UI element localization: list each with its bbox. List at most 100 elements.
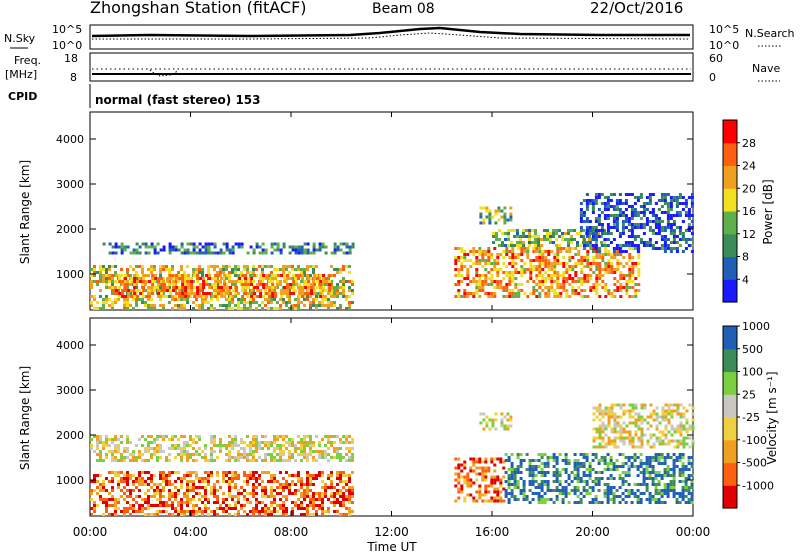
echo-cell [226, 286, 230, 289]
echo-cell [192, 242, 196, 246]
echo-cell [556, 283, 560, 286]
echo-cell [157, 280, 161, 283]
echo-cell [195, 477, 198, 480]
echo-cell [117, 450, 120, 453]
echo-cell [496, 268, 500, 271]
echo-cell [625, 424, 629, 428]
echo-cell [336, 292, 339, 295]
echo-cell [463, 460, 467, 464]
echo-cell [514, 277, 518, 280]
echo-cell [252, 301, 255, 304]
echo-cell [330, 283, 333, 286]
echo-cell [604, 442, 608, 446]
echo-cell [482, 412, 486, 416]
echo-cell [666, 226, 670, 229]
echo-cell [321, 289, 324, 292]
echo-cell [547, 289, 551, 292]
echo-cell [348, 441, 351, 444]
echo-cell [198, 480, 201, 483]
echo-cell [183, 447, 186, 450]
echo-cell [567, 474, 571, 477]
echo-cell [604, 424, 608, 428]
echo-cell [237, 492, 240, 495]
echo-cell [525, 235, 528, 238]
echo-cell [597, 232, 600, 235]
echo-cell [280, 289, 284, 292]
echo-cell [258, 510, 261, 513]
echo-cell [537, 492, 541, 495]
echo-cell [663, 468, 667, 471]
echo-cell [249, 274, 252, 277]
echo-cell [613, 415, 617, 419]
echo-cell [657, 223, 661, 226]
echo-cell [516, 229, 519, 232]
echo-cell [150, 504, 153, 507]
echo-cell [291, 438, 294, 441]
echo-cell [490, 481, 494, 485]
echo-cell [496, 475, 500, 479]
echo-cell [117, 507, 120, 510]
echo-cell [594, 483, 598, 486]
echo-cell [507, 474, 511, 477]
echo-cell [454, 274, 458, 277]
echo-cell [657, 232, 661, 235]
echo-cell [117, 289, 120, 292]
echo-cell [339, 292, 342, 295]
echo-cell [612, 214, 616, 217]
echo-cell [636, 196, 640, 199]
echo-cell [460, 250, 464, 253]
echo-cell [138, 450, 141, 453]
echo-cell [321, 480, 324, 483]
echo-cell [514, 283, 518, 286]
echo-cell [199, 283, 203, 286]
echo-cell [111, 504, 114, 507]
echo-cell [555, 495, 559, 498]
echo-cell [679, 430, 683, 434]
echo-cell [612, 226, 616, 229]
echo-cell [606, 217, 610, 220]
echo-cell [610, 427, 614, 431]
echo-cell [207, 474, 210, 477]
echo-cell [516, 498, 520, 501]
echo-cell [628, 439, 632, 443]
echo-cell [312, 268, 315, 271]
echo-cell [267, 307, 270, 310]
echo-cell [210, 265, 213, 268]
echo-cell [186, 441, 189, 444]
echo-cell [282, 459, 285, 462]
echo-cell [144, 289, 147, 292]
echo-cell [342, 286, 345, 289]
echo-cell [96, 444, 99, 447]
noise-sky-trace [91, 26, 690, 38]
echo-cell [192, 271, 195, 274]
echo-cell [312, 251, 316, 255]
echo-cell [162, 248, 166, 252]
echo-cell [585, 244, 589, 247]
echo-cell [603, 232, 607, 235]
echo-cell [535, 289, 539, 292]
echo-cell [667, 412, 671, 416]
echo-cell [634, 430, 638, 434]
echo-cell [622, 436, 626, 440]
echo-cell [327, 292, 330, 295]
echo-cell [144, 438, 147, 441]
echo-cell [475, 250, 479, 253]
echo-cell [279, 283, 282, 286]
colorbar-segment [723, 211, 737, 235]
echo-cell [111, 453, 114, 456]
echo-cell [690, 232, 694, 235]
echo-cell [630, 232, 634, 235]
echo-cell [544, 277, 548, 280]
echo-cell [181, 292, 185, 295]
echo-cell [180, 435, 183, 438]
echo-cell [676, 445, 680, 449]
echo-cell [630, 465, 634, 468]
echo-cell [582, 486, 586, 489]
echo-cell [324, 289, 327, 292]
echo-cell [228, 477, 231, 480]
echo-cell [520, 283, 524, 286]
echo-cell [690, 456, 694, 459]
echo-cell [174, 283, 177, 286]
echo-cell [234, 304, 237, 307]
echo-cell [691, 439, 695, 443]
